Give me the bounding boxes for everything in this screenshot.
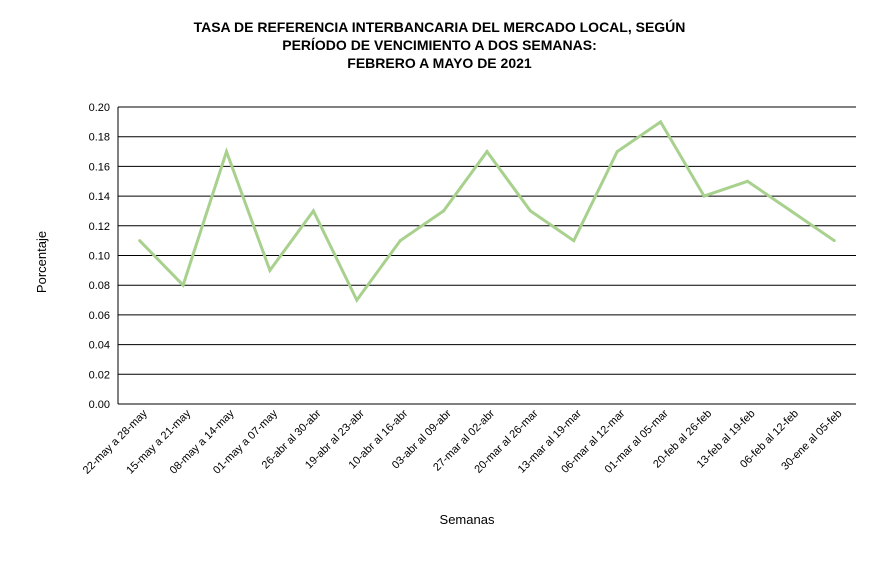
data-point [225, 150, 229, 154]
data-point [789, 209, 793, 213]
y-tick-label: 0.06 [89, 310, 110, 322]
data-point [138, 239, 142, 243]
data-point [268, 268, 272, 272]
y-tick-label: 0.16 [89, 161, 110, 173]
y-tick-label: 0.02 [89, 369, 110, 381]
series-polyline [138, 119, 836, 303]
data-point [355, 298, 359, 302]
data-point [398, 239, 402, 243]
data-point [745, 179, 749, 183]
y-tick-label: 0.04 [89, 340, 110, 352]
data-point [485, 150, 489, 154]
data-point [442, 209, 446, 213]
y-tick-label: 0.14 [89, 191, 110, 203]
chart-title-line-2: PERÍODO DE VENCIMIENTO A DOS SEMANAS: [282, 37, 597, 53]
grid-lines [117, 106, 856, 405]
chart-title-line-1: TASA DE REFERENCIA INTERBANCARIA DEL MER… [193, 19, 686, 35]
y-tick-label: 0.10 [89, 251, 110, 263]
data-point [615, 150, 619, 154]
y-axis-ticks: 0.00 0.02 0.04 0.06 0.08 0.10 0.12 0.14 0.16 0.18… [89, 102, 110, 411]
y-tick-label: 0.12 [89, 221, 110, 233]
y-tick-label: 0.18 [89, 132, 110, 144]
x-axis-title: Semanas [440, 512, 495, 527]
data-point [528, 209, 532, 213]
data-point [311, 209, 315, 213]
chart-title: TASA DE REFERENCIA INTERBANCARIA DEL MER… [0, 18, 879, 72]
data-point [181, 283, 185, 287]
data-point [659, 120, 663, 124]
data-point [572, 239, 576, 243]
y-tick-label: 0.20 [89, 102, 110, 114]
y-tick-label: 0.08 [89, 280, 110, 292]
y-axis-title: Porcentaje [34, 231, 49, 293]
data-point [702, 194, 706, 198]
y-tick-label: 0.00 [89, 399, 110, 411]
chart-title-line-3: FEBRERO A MAYO DE 2021 [347, 55, 532, 71]
series-line [138, 119, 836, 303]
data-point [832, 239, 836, 243]
